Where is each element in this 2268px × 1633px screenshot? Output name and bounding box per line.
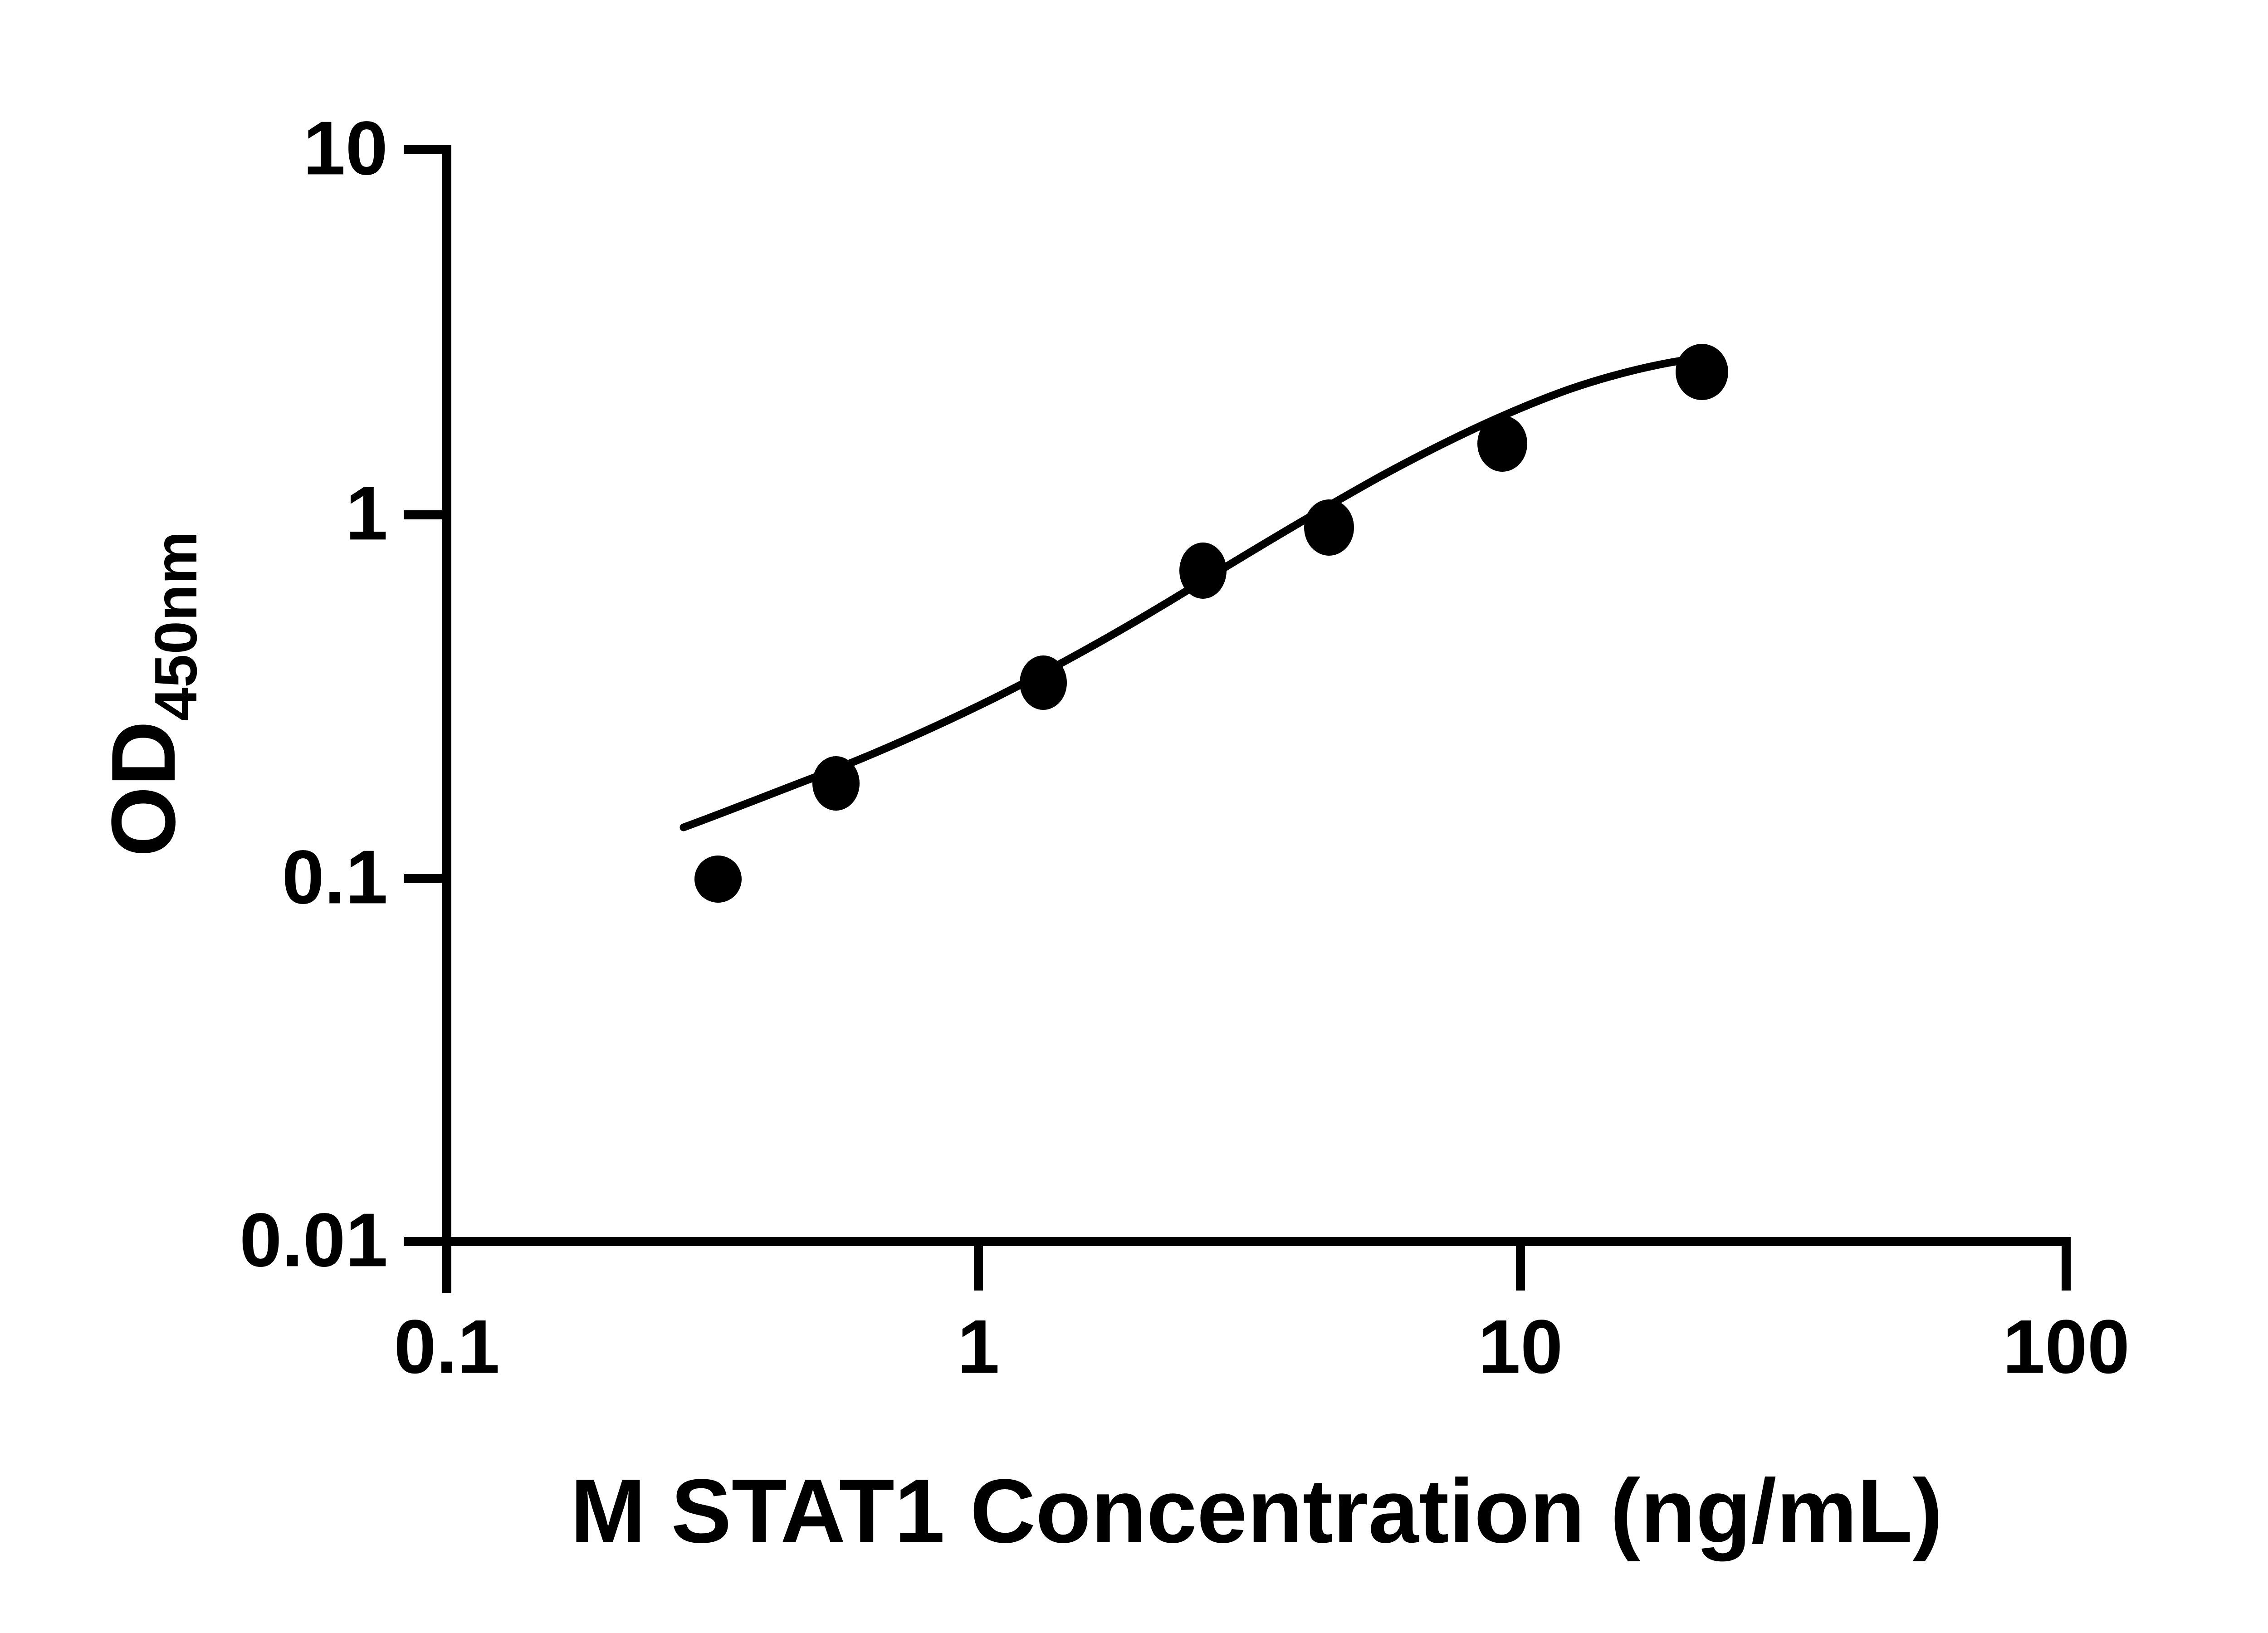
data-point (1179, 543, 1227, 599)
x-tick-label-1: 1 (957, 1304, 999, 1389)
data-point (812, 756, 860, 811)
y-axis-title-subscript: 450nm (142, 531, 209, 721)
data-point (1304, 499, 1354, 556)
data-point-group (694, 344, 1728, 903)
x-tick-label-10: 10 (1478, 1304, 1563, 1389)
data-point (1676, 344, 1728, 400)
y-axis-title-main: OD (93, 721, 194, 857)
x-axis-title: M STAT1 Concentration (ng/mL) (570, 1461, 1943, 1562)
data-point (694, 856, 742, 903)
x-axis (442, 1237, 2071, 1291)
y-tick-label-1: 1 (346, 470, 388, 556)
x-tick-label-0-1: 0.1 (394, 1304, 500, 1389)
y-tick-label-0-1: 0.1 (282, 834, 388, 919)
y-axis-title-text: OD450nm (93, 531, 209, 857)
x-tick-label-100: 100 (2003, 1304, 2130, 1389)
data-point (1020, 655, 1067, 710)
y-tick-label-10: 10 (303, 105, 388, 191)
y-axis (404, 145, 451, 1293)
y-tick-label-0-01: 0.01 (240, 1197, 388, 1282)
y-axis-title: OD450nm (93, 531, 209, 857)
data-point (1477, 416, 1527, 472)
